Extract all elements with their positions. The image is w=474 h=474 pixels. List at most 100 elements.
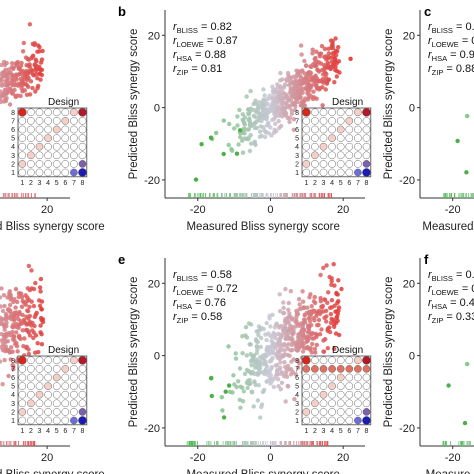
data-point [305,338,310,343]
data-point [244,94,249,99]
data-point [336,305,342,310]
design-col-label: 6 [347,180,351,187]
design-cell [302,373,311,382]
design-cell [354,151,362,160]
data-point-outlier [221,151,226,157]
panel-letter: c [424,4,431,19]
data-point [238,134,243,140]
data-point [246,111,251,117]
data-point [37,71,43,76]
data-point [33,280,38,286]
data-point [0,304,3,309]
data-point [258,124,263,129]
data-point [265,97,270,102]
data-point [287,119,292,125]
data-point [252,371,257,376]
design-cell [61,382,70,390]
data-point [15,59,20,65]
data-point [236,142,241,147]
data-point [281,305,286,311]
data-point [15,72,20,78]
data-point [282,364,288,370]
design-cell [70,125,78,134]
data-point-outlier [237,128,243,133]
data-point [273,322,279,327]
data-point [26,63,31,68]
data-point [254,329,259,334]
data-point [246,127,251,132]
design-col-label: 2 [29,180,33,187]
design-cell [354,160,362,168]
data-point [258,415,263,420]
data-point [33,89,38,94]
design-cell [18,117,27,125]
data-point [261,326,266,332]
design-cell [44,142,52,151]
data-point [254,344,259,349]
design-cell [44,108,52,117]
data-point [36,83,41,89]
design-cell [336,382,345,390]
data-point [337,70,342,75]
data-point [253,365,258,370]
data-point-outlier [462,420,468,426]
data-point [315,67,320,72]
data-point [308,64,313,69]
panel-c: 20 0 -20 -20 Measured Predicted Bliss synergy… [383,4,474,233]
data-point [27,22,33,27]
data-point [291,117,297,122]
data-point [323,75,328,80]
data-point [25,308,30,313]
design-cell [27,142,35,151]
data-point [21,344,26,349]
design-cell [328,408,336,416]
design-col-label: 8 [81,428,85,435]
data-point-outlier [199,142,204,147]
data-point [274,371,280,376]
design-cell [78,117,87,125]
design-cell [354,356,362,365]
data-point [279,95,284,101]
design-cell [328,382,336,390]
x-rug [0,441,36,446]
design-cell [70,365,78,373]
data-point [233,351,238,356]
data-point [299,52,304,57]
data-point [237,397,242,402]
data-point [307,334,312,339]
data-point [287,367,292,372]
design-cell [336,373,345,382]
design-col-label: 3 [322,180,326,187]
data-point [280,100,285,106]
design-cell [44,416,52,425]
data-point [267,93,272,99]
data-point [246,321,252,326]
data-point-outlier [464,170,469,175]
design-cell [52,160,61,168]
design-cell [319,390,328,399]
data-point [260,370,265,375]
data-point [322,54,327,60]
data-point [31,330,37,335]
design-cell [70,168,78,177]
panel-letter: e [118,252,125,267]
data-point [235,114,240,119]
design-cell [311,365,319,373]
panel-letter: f [424,252,429,267]
data-point [265,346,270,351]
design-row-label: 4 [11,392,15,399]
data-point [277,356,282,362]
design-row-label: 6 [11,375,15,382]
design-cell [354,168,362,177]
data-point [35,341,40,346]
data-point [248,370,253,375]
design-cell [27,408,35,416]
x-axis-title: Measure [426,469,471,474]
data-point [264,379,269,384]
data-point [312,60,317,66]
design-cell [27,399,35,408]
data-point [308,73,313,79]
design-cell [27,390,35,399]
data-point [1,293,7,298]
